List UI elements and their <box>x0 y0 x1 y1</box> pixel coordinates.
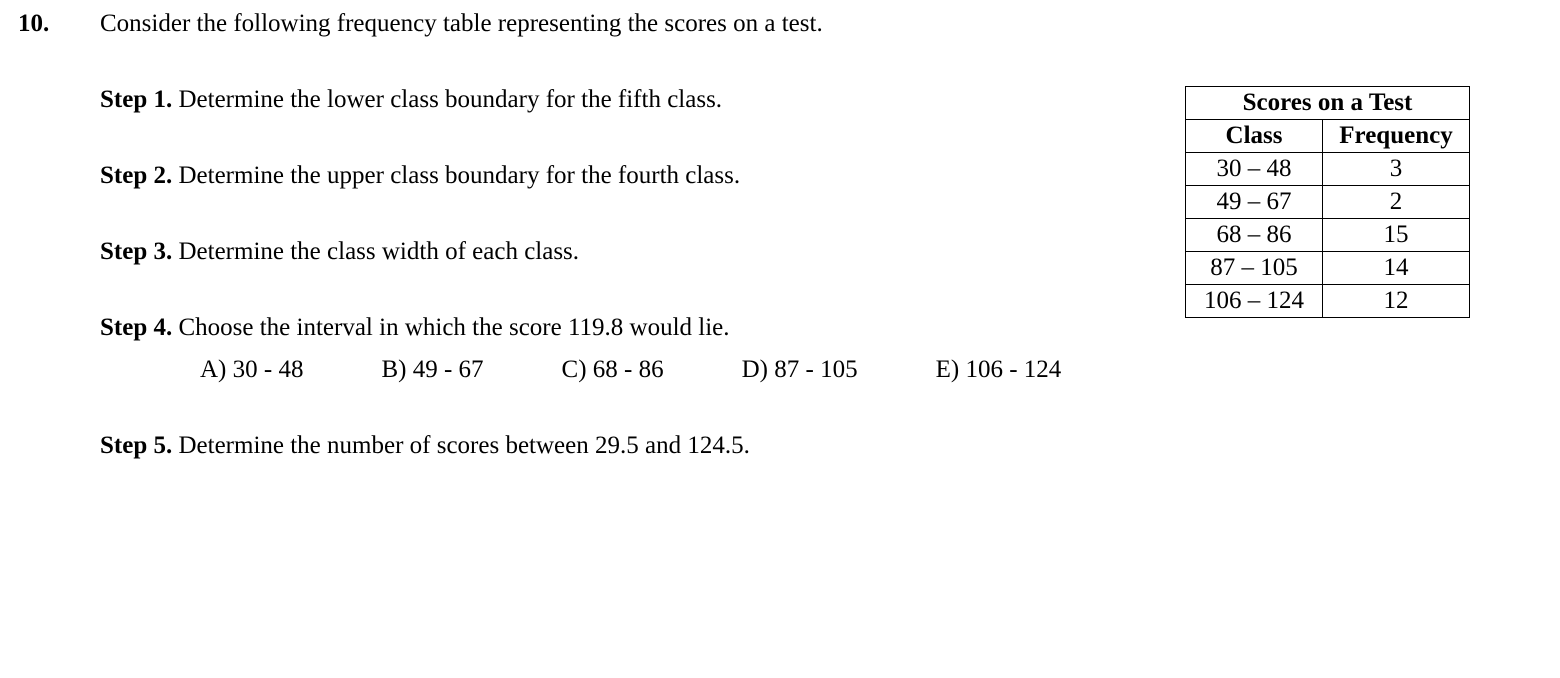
question-number: 10. <box>18 10 100 38</box>
step-text: Determine the class width of each class. <box>172 238 579 265</box>
step-text: Determine the lower class boundary for t… <box>172 86 722 113</box>
choice-c: C) 68 - 86 <box>562 356 664 384</box>
question-intro: Consider the following frequency table r… <box>100 10 1530 38</box>
cell-frequency: 3 <box>1323 153 1470 186</box>
frequency-table: Scores on a Test Class Frequency 30 – 48… <box>1185 86 1470 318</box>
cell-class: 106 – 124 <box>1186 285 1323 318</box>
cell-class: 87 – 105 <box>1186 252 1323 285</box>
step-4: Step 4. Choose the interval in which the… <box>100 314 1530 342</box>
cell-frequency: 15 <box>1323 219 1470 252</box>
step-label: Step 3. <box>100 238 172 265</box>
choice-a: A) 30 - 48 <box>200 356 303 384</box>
table-row: 49 – 67 2 <box>1186 186 1470 219</box>
choice-e: E) 106 - 124 <box>936 356 1062 384</box>
table-row: 68 – 86 15 <box>1186 219 1470 252</box>
step-text: Determine the number of scores between 2… <box>172 432 750 459</box>
choice-b: B) 49 - 67 <box>381 356 483 384</box>
step-text: Determine the upper class boundary for t… <box>172 162 740 189</box>
choice-d: D) 87 - 105 <box>742 356 858 384</box>
step-5: Step 5. Determine the number of scores b… <box>100 432 1530 460</box>
question-row: 10. Consider the following frequency tab… <box>18 10 1530 460</box>
table-header-frequency: Frequency <box>1323 120 1470 153</box>
step-label: Step 2. <box>100 162 172 189</box>
table-header-class: Class <box>1186 120 1323 153</box>
step-text: Choose the interval in which the score 1… <box>172 314 729 341</box>
content-wrap: Scores on a Test Class Frequency 30 – 48… <box>100 86 1530 460</box>
cell-class: 68 – 86 <box>1186 219 1323 252</box>
cell-class: 30 – 48 <box>1186 153 1323 186</box>
step-label: Step 5. <box>100 432 172 459</box>
table-title: Scores on a Test <box>1186 87 1470 120</box>
cell-frequency: 12 <box>1323 285 1470 318</box>
table-row: 106 – 124 12 <box>1186 285 1470 318</box>
cell-class: 49 – 67 <box>1186 186 1323 219</box>
cell-frequency: 2 <box>1323 186 1470 219</box>
answer-choices: A) 30 - 48 B) 49 - 67 C) 68 - 86 D) 87 -… <box>200 356 1530 384</box>
table-row: 30 – 48 3 <box>1186 153 1470 186</box>
step-label: Step 4. <box>100 314 172 341</box>
question-body: Consider the following frequency table r… <box>100 10 1530 460</box>
cell-frequency: 14 <box>1323 252 1470 285</box>
table-row: 87 – 105 14 <box>1186 252 1470 285</box>
step-label: Step 1. <box>100 86 172 113</box>
